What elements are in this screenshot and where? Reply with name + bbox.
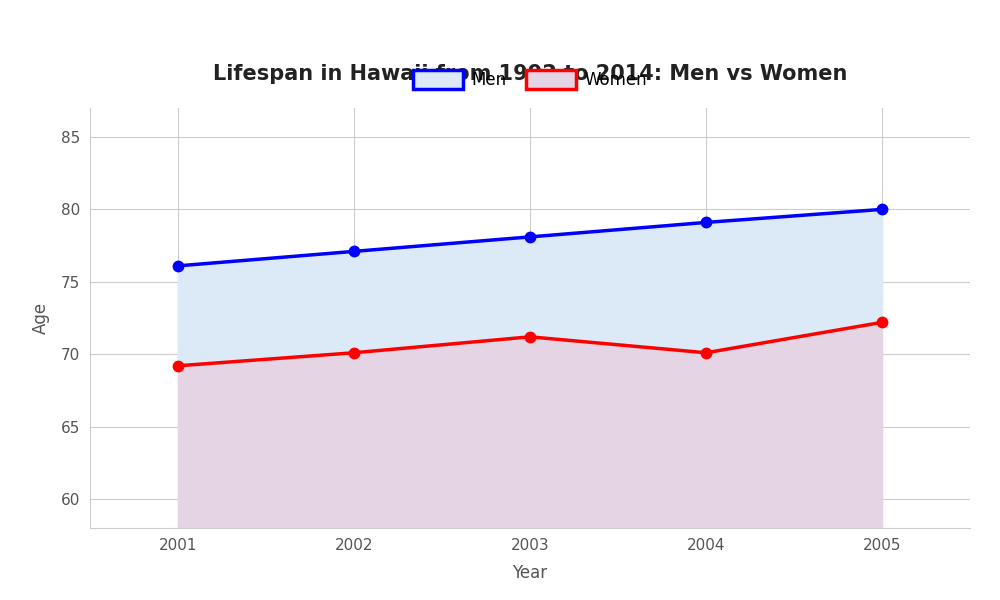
X-axis label: Year: Year <box>512 564 548 582</box>
Title: Lifespan in Hawaii from 1992 to 2014: Men vs Women: Lifespan in Hawaii from 1992 to 2014: Me… <box>213 64 847 84</box>
Legend: Men, Women: Men, Women <box>404 62 656 98</box>
Y-axis label: Age: Age <box>32 302 50 334</box>
